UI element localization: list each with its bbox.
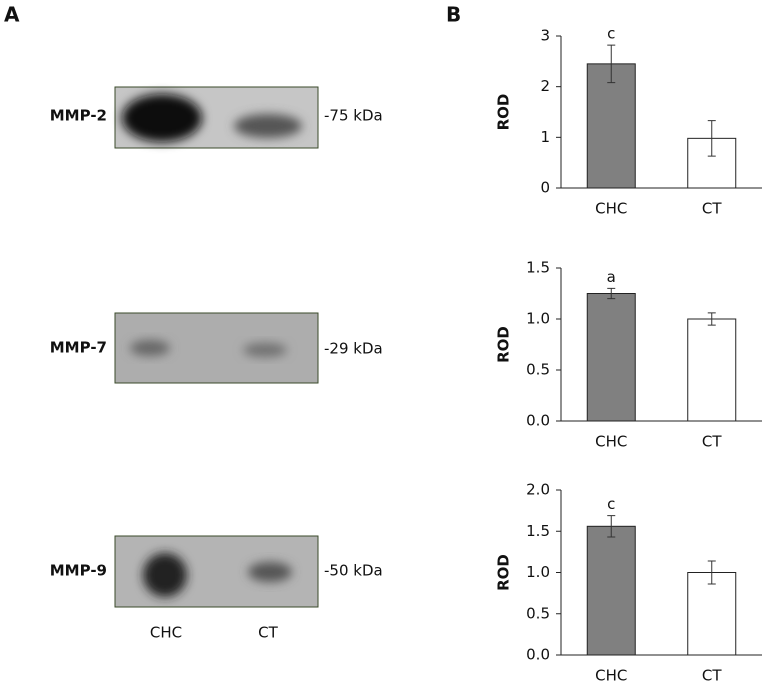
blot-size: -29 kDa bbox=[324, 340, 383, 358]
error-bar bbox=[707, 312, 716, 326]
blot-label: MMP-9 bbox=[50, 562, 107, 580]
error-bar bbox=[607, 44, 616, 84]
band bbox=[130, 340, 170, 356]
x-tick-label: CHC bbox=[595, 667, 627, 685]
y-axis-label: ROD bbox=[495, 94, 513, 131]
y-tick-label: 0 bbox=[540, 179, 550, 197]
bar bbox=[586, 293, 636, 422]
annotation: c bbox=[607, 495, 615, 513]
x-tick-label: CT bbox=[702, 433, 722, 451]
y-axis-label: ROD bbox=[495, 554, 513, 591]
annotation: a bbox=[607, 268, 616, 286]
y-tick-label: 0.0 bbox=[526, 412, 550, 430]
y-tick-label: 1.5 bbox=[526, 522, 550, 540]
band bbox=[248, 562, 292, 582]
error-bar bbox=[707, 120, 716, 157]
y-tick-label: 0.0 bbox=[526, 646, 550, 664]
blot-size: -50 kDa bbox=[324, 562, 383, 580]
annotation: c bbox=[607, 25, 615, 43]
y-tick-label: 0.5 bbox=[526, 361, 550, 379]
panel-label: B bbox=[446, 3, 461, 27]
band bbox=[243, 343, 287, 357]
panel-label: A bbox=[4, 3, 20, 27]
bar bbox=[687, 318, 737, 422]
y-tick-label: 1.0 bbox=[526, 563, 550, 581]
band bbox=[234, 114, 302, 138]
blot-label: MMP-2 bbox=[50, 107, 107, 125]
band bbox=[143, 553, 187, 597]
y-tick-label: 1.0 bbox=[526, 310, 550, 328]
y-tick-label: 2.0 bbox=[526, 481, 550, 499]
bar bbox=[687, 572, 737, 656]
y-tick-label: 0.5 bbox=[526, 604, 550, 622]
blot-size: -75 kDa bbox=[324, 107, 383, 125]
x-tick-label: CHC bbox=[595, 433, 627, 451]
y-tick-label: 1.5 bbox=[526, 259, 550, 277]
lane-label: CT bbox=[258, 624, 278, 642]
x-tick-label: CT bbox=[702, 200, 722, 218]
x-tick-label: CHC bbox=[595, 200, 627, 218]
error-bar bbox=[607, 287, 616, 300]
x-tick-label: CT bbox=[702, 667, 722, 685]
y-tick-label: 3 bbox=[540, 27, 550, 45]
bar bbox=[586, 525, 636, 656]
band bbox=[122, 94, 202, 142]
error-bar bbox=[607, 515, 616, 538]
error-bar bbox=[707, 560, 716, 585]
blot-label: MMP-7 bbox=[50, 339, 107, 357]
lane-label: CHC bbox=[150, 624, 182, 642]
y-axis-label: ROD bbox=[495, 326, 513, 363]
y-tick-label: 2 bbox=[540, 77, 550, 95]
y-tick-label: 1 bbox=[540, 128, 550, 146]
